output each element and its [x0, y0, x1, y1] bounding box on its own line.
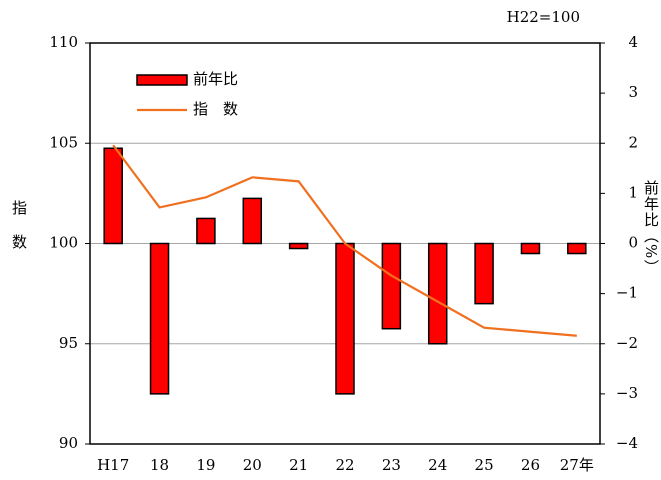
x-tick-label: 25 [475, 456, 494, 474]
y2-tick-label: 2 [628, 133, 638, 151]
y2-tick-label: 3 [628, 83, 638, 101]
y2-tick-label: −1 [616, 284, 638, 302]
bar [288, 242, 309, 250]
x-tick-label: 19 [196, 456, 215, 474]
bar [335, 242, 355, 395]
y-tick-label: 105 [49, 133, 78, 151]
line [112, 144, 577, 337]
bar [149, 242, 170, 395]
y-tick-label: 100 [49, 234, 78, 252]
x-tick-label: 26 [521, 456, 540, 474]
y-tick-label: 110 [49, 33, 78, 51]
bar [520, 242, 541, 255]
bar [242, 197, 263, 245]
legend-label: 指 数 [193, 100, 238, 118]
x-tick-label: 18 [150, 456, 169, 474]
y-tick-label: 90 [59, 434, 78, 452]
x-tick-label: H17 [97, 456, 129, 474]
legend-swatch [136, 74, 188, 86]
bar [103, 147, 123, 245]
bar [474, 242, 494, 305]
y2-tick-label: −2 [616, 334, 638, 352]
y-tick-label: 95 [59, 334, 78, 352]
note: H22=100 [507, 8, 580, 26]
bar [427, 242, 448, 345]
x-tick-label: 21 [289, 456, 308, 474]
y2-tick-label: −4 [616, 434, 638, 452]
plot-frame [89, 42, 601, 445]
x-tick-label: 27年 [560, 456, 594, 474]
x-tick-label: 22 [335, 456, 354, 474]
x-tick-label: 20 [243, 456, 262, 474]
y2-tick-label: 1 [628, 183, 638, 201]
y-axis-label: 指 数 [10, 200, 28, 251]
y2-tick-label: 4 [628, 33, 638, 51]
y2-tick-label: 0 [628, 234, 638, 252]
x-tick-label: 23 [382, 456, 401, 474]
x-tick-label: 24 [428, 456, 447, 474]
y2-tick-label: −3 [616, 384, 638, 402]
y2-axis-label: 前年比（%） [642, 180, 660, 275]
bar [381, 242, 402, 330]
bar [567, 242, 587, 255]
legend-label: 前年比 [193, 70, 238, 88]
bar [196, 217, 216, 245]
